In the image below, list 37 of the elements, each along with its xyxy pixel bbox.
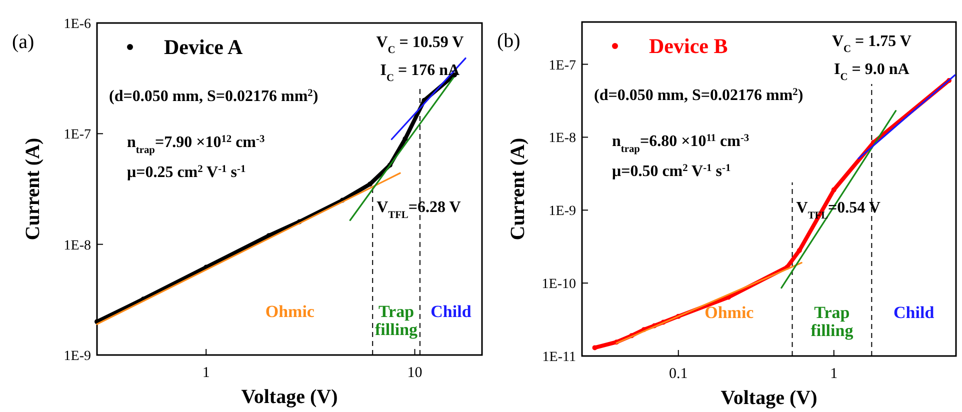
text: Ohmic bbox=[265, 302, 315, 321]
chart-title: (a) bbox=[12, 31, 34, 53]
y-tick-label: 1E-9 bbox=[64, 349, 91, 364]
text: Trap filling bbox=[375, 302, 418, 339]
series-label: Ohmic bbox=[704, 303, 754, 322]
x-axis-title: Voltage (V) bbox=[720, 387, 818, 409]
annotation: I$_{C}$ = 9.0 nA bbox=[834, 61, 910, 82]
y-axis-title: Current (A) bbox=[22, 138, 44, 240]
x-tick-label: 1 bbox=[830, 366, 838, 382]
y-tick-label: 1E-10 bbox=[542, 277, 576, 292]
x-axis-title: Voltage (V) bbox=[241, 386, 338, 408]
y-tick-label: 1E-11 bbox=[542, 350, 576, 365]
annotation: (d=0.050 mm, S=0.02176 mm$^{2}$) bbox=[109, 88, 318, 105]
annotation: μ=0.25 cm$^{2}$ V$^{-1}$ s$^{-1}$ bbox=[127, 164, 246, 181]
annotation: (d=0.050 mm, S=0.02176 mm$^{2}$) bbox=[594, 86, 804, 104]
ref-line-label: V$_{C}$ = 1.75 V bbox=[832, 33, 912, 54]
ref-line-label: V$_{C}$ = 10.59 V bbox=[376, 34, 464, 56]
text: Child bbox=[430, 302, 472, 321]
y-tick-label: 1E-8 bbox=[548, 131, 576, 146]
legend-label: Device B bbox=[649, 34, 728, 58]
legend-label: Device A bbox=[164, 35, 244, 59]
series-label: Trap filling bbox=[810, 303, 854, 340]
ref-line-label: V$_{TFL}$=6.28 V bbox=[376, 199, 462, 221]
annotation: n$_{trap}$=6.80 ×10$^{11}$ cm$^{-3}$ bbox=[612, 132, 750, 154]
x-tick-label: 0.1 bbox=[669, 366, 688, 382]
y-tick-label: 1E-7 bbox=[548, 58, 576, 74]
annotation: μ=0.50 cm$^{2}$ V$^{-1}$ s$^{-1}$ bbox=[612, 162, 731, 180]
y-tick-label: 1E-7 bbox=[64, 128, 91, 143]
annotation: n$_{trap}$=7.90 ×10$^{12}$ cm$^{-3}$ bbox=[127, 134, 265, 156]
y-tick-label: 1E-8 bbox=[64, 238, 91, 254]
y-tick-label: 1E-6 bbox=[64, 17, 91, 32]
y-tick-label: 1E-9 bbox=[548, 204, 576, 220]
x-tick-label: 10 bbox=[407, 365, 422, 381]
text: Child bbox=[894, 303, 935, 322]
y-axis-title: Current (A) bbox=[507, 138, 529, 240]
x-tick-label: 1 bbox=[202, 365, 210, 381]
chart-title: (b) bbox=[497, 30, 520, 52]
